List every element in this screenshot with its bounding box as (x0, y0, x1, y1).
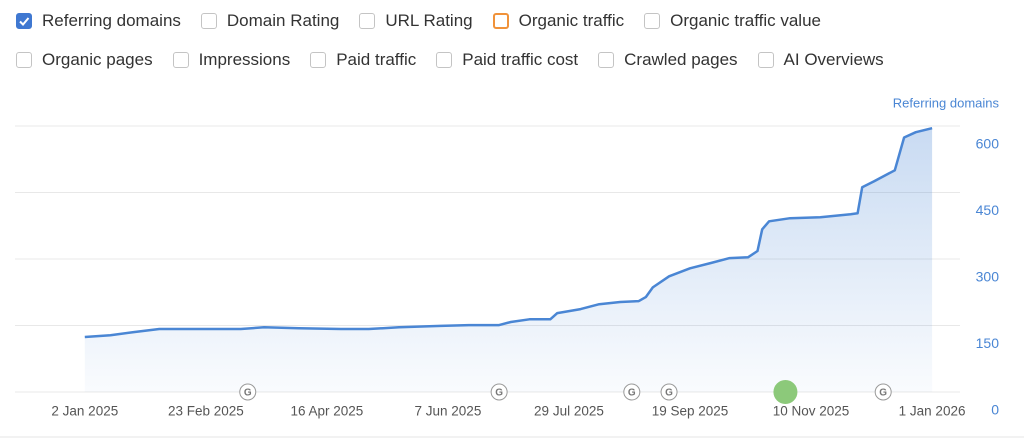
x-tick-label: 16 Apr 2025 (290, 404, 363, 419)
x-tick-label: 19 Sep 2025 (652, 404, 729, 419)
metric-row: Organic pages Impressions Paid traffic Paid… (16, 50, 884, 70)
x-tick-label: 1 Jan 2026 (899, 404, 966, 419)
metric-toggle[interactable]: Organic traffic value (644, 11, 821, 31)
metric-label: Impressions (198, 50, 291, 69)
checkbox[interactable] (172, 52, 189, 68)
metric-toggle[interactable]: URL Rating (359, 11, 473, 31)
event-marker (239, 383, 257, 401)
area (84, 128, 933, 392)
check-mark (19, 17, 30, 26)
metric-label: URL Rating (385, 11, 473, 30)
checkbox[interactable] (757, 52, 774, 68)
event-marker (660, 383, 678, 401)
x-tick-label: 7 Jun 2025 (415, 404, 482, 419)
checkbox[interactable] (359, 13, 376, 29)
metric-label: Referring domains (42, 11, 181, 30)
x-tick-label: 10 Nov 2025 (773, 404, 850, 419)
event-marker (490, 383, 508, 401)
checkbox[interactable] (16, 52, 32, 68)
metric-label: Organic pages (42, 50, 153, 69)
metric-label: Paid traffic (336, 50, 417, 69)
checkbox[interactable] (492, 13, 509, 29)
y-tick-label: 600 (976, 136, 1000, 152)
x-tick-label: 23 Feb 2025 (168, 404, 244, 419)
metric-toggle[interactable]: Organic pages (16, 50, 153, 70)
x-tick-label: 29 Jul 2025 (534, 404, 604, 419)
checkbox[interactable] (644, 13, 661, 29)
checkbox[interactable] (598, 52, 615, 68)
checkbox[interactable] (310, 52, 327, 68)
event-label: G (665, 388, 673, 399)
metric-toggle[interactable]: Domain Rating (200, 11, 340, 31)
y-tick-label: 300 (976, 269, 1000, 285)
y-tick-label: 0 (991, 402, 999, 418)
metric-toggle[interactable]: AI Overviews (757, 50, 884, 70)
axis-label: Referring domains (893, 95, 1000, 110)
metric-toggle[interactable]: Paid traffic cost (436, 50, 578, 70)
event-marker (773, 380, 798, 404)
event-label: G (879, 388, 887, 399)
event-label: G (244, 388, 252, 399)
event-label: G (628, 388, 636, 399)
checkbox[interactable] (436, 52, 453, 68)
metric-toggle[interactable]: Impressions (172, 50, 291, 70)
metric-row: Referring domains Domain Rating URL Rating… (16, 11, 821, 31)
event-marker (623, 383, 641, 401)
metric-label: Domain Rating (226, 11, 340, 30)
metric-label: AI Overviews (783, 50, 884, 69)
line (84, 126, 933, 339)
metric-toggle[interactable]: Paid traffic (310, 50, 416, 70)
event-label: G (495, 388, 503, 399)
y-tick-label: 450 (976, 202, 1000, 218)
checkbox[interactable] (200, 13, 217, 29)
checkbox[interactable] (16, 13, 32, 29)
metric-label: Organic traffic value (670, 11, 821, 30)
metric-label: Paid traffic cost (462, 50, 579, 69)
event-marker (874, 383, 892, 401)
y-tick-label: 150 (976, 335, 1000, 351)
metric-toggle[interactable]: Crawled pages (598, 50, 738, 70)
x-tick-label: 2 Jan 2025 (51, 404, 118, 419)
metric-toggle[interactable]: Organic traffic (492, 11, 625, 31)
metric-label: Organic traffic (518, 11, 625, 30)
metric-toggle[interactable]: Referring domains (16, 11, 181, 31)
metric-label: Crawled pages (624, 50, 738, 69)
